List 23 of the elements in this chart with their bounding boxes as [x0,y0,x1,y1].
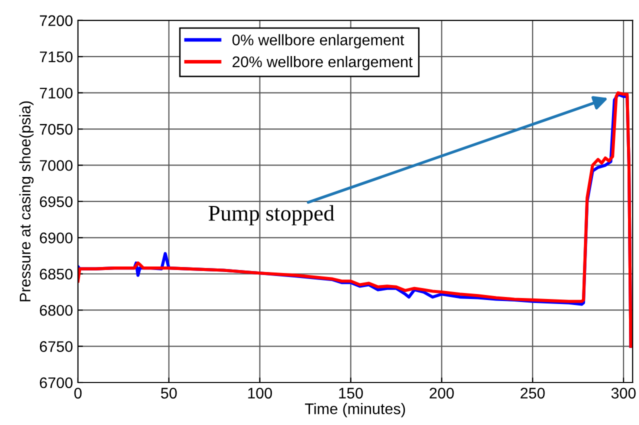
y-tick-label: 6750 [40,341,73,352]
x-tick-label: 150 [339,388,363,399]
y-tick-label: 7050 [40,124,73,135]
y-tick-label: 7000 [40,160,73,171]
y-tick-label: 6950 [40,196,73,208]
x-axis-title: Time (minutes) [304,402,405,418]
y-tick-label: 6700 [40,377,73,388]
x-tick-label: 100 [248,388,272,399]
annotation: Pump stopped [208,205,334,226]
legend-label: 0% wellbore enlargement [232,34,404,48]
y-tick-label: 6850 [40,268,73,280]
x-tick-label: 250 [520,388,545,399]
x-tick-label: 200 [430,388,454,399]
y-tick-label: 7200 [40,15,73,26]
y-tick-label: 7150 [40,51,73,62]
legend-label: 20% wellbore enlargement [232,56,413,70]
x-tick-label: 50 [161,388,177,399]
x-tick-label: 0 [74,388,82,399]
x-tick-label: 300 [611,388,636,399]
y-tick-label: 6800 [40,304,73,316]
y-axis-title: Pressure at casing shoe(psia) [19,101,34,302]
y-tick-label: 6900 [40,232,73,244]
y-tick-label: 7100 [40,88,73,99]
